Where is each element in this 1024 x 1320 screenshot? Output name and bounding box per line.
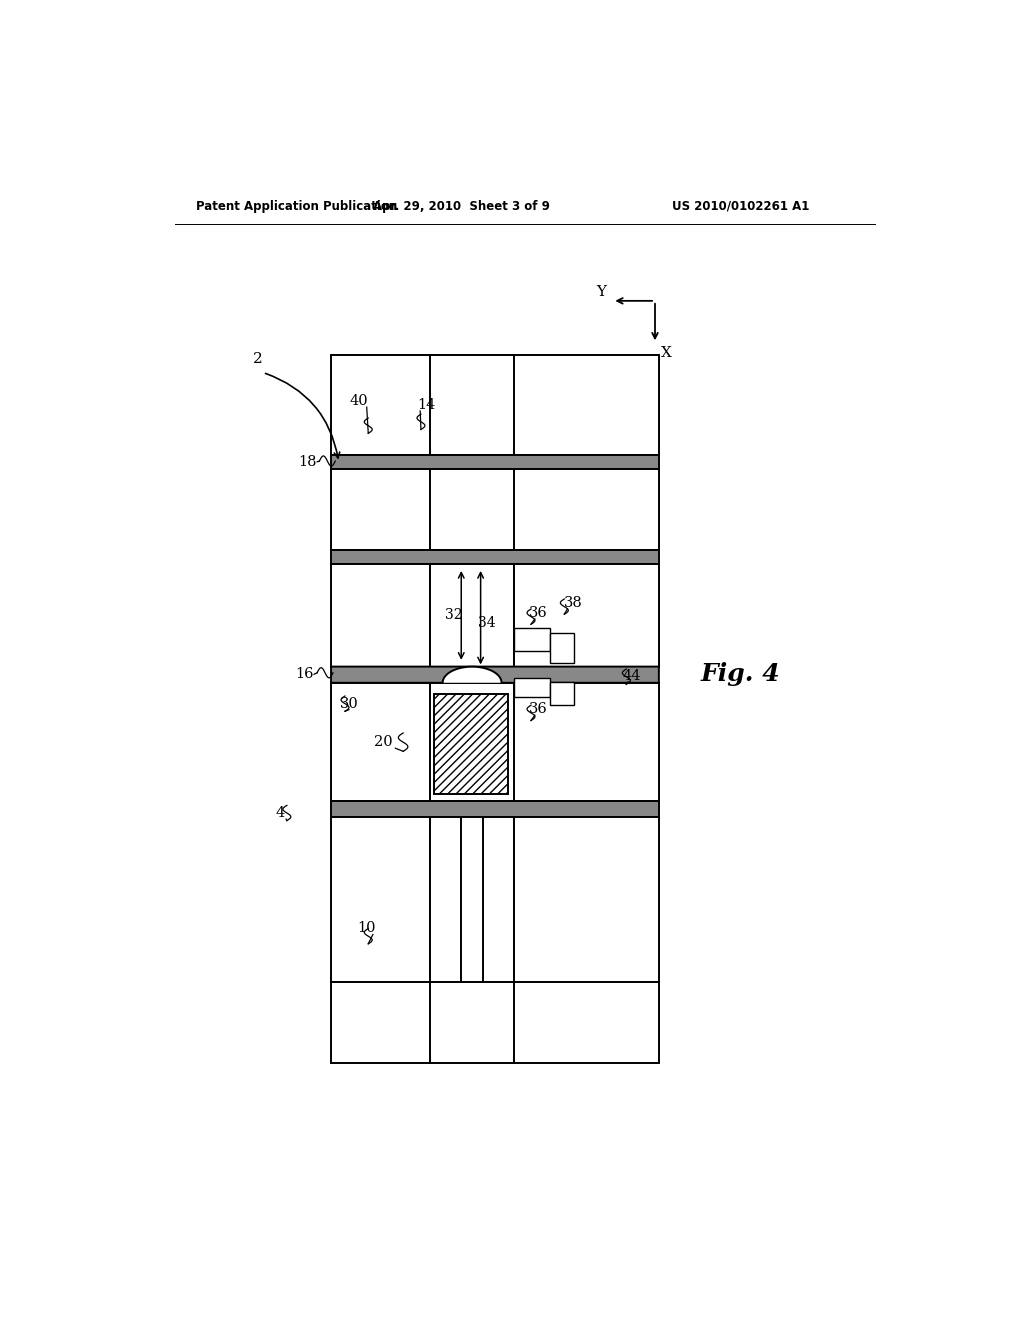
Text: 36: 36 [529,702,548,715]
Bar [331,667,430,682]
Text: 34: 34 [478,616,496,631]
Text: 14: 14 [417,397,435,412]
Bar [550,682,573,705]
Text: Fig. 4: Fig. 4 [700,663,780,686]
Text: X: X [660,346,672,359]
Bar [331,549,658,564]
Bar [331,982,658,1063]
Text: Patent Application Publication: Patent Application Publication [197,199,397,213]
Text: Apr. 29, 2010  Sheet 3 of 9: Apr. 29, 2010 Sheet 3 of 9 [373,199,550,213]
Text: 36: 36 [529,606,548,619]
Text: 30: 30 [340,697,358,710]
Bar [514,628,550,651]
Bar [434,693,508,793]
Bar [331,355,658,455]
Text: US 2010/0102261 A1: US 2010/0102261 A1 [672,199,809,213]
Bar [331,455,658,469]
Text: 38: 38 [564,595,583,610]
Bar [514,667,658,682]
Text: 44: 44 [623,669,641,682]
Bar [331,801,658,817]
Bar [331,682,658,801]
Bar [514,817,658,982]
Text: 20: 20 [375,735,393,748]
Text: 40: 40 [349,393,369,408]
Text: 10: 10 [357,921,376,936]
Bar [331,564,430,667]
Text: Y: Y [596,285,606,298]
Bar [430,564,514,667]
Text: 16: 16 [296,668,314,681]
Text: 4: 4 [275,807,285,820]
Polygon shape [331,667,658,682]
Bar [514,564,658,667]
Text: 32: 32 [444,609,462,622]
Bar [550,634,573,663]
Text: 18: 18 [299,455,317,469]
Text: 2: 2 [253,351,263,366]
Bar [331,817,430,982]
Bar [430,817,514,982]
Polygon shape [442,667,502,682]
Bar [331,469,658,549]
Bar [514,678,550,697]
